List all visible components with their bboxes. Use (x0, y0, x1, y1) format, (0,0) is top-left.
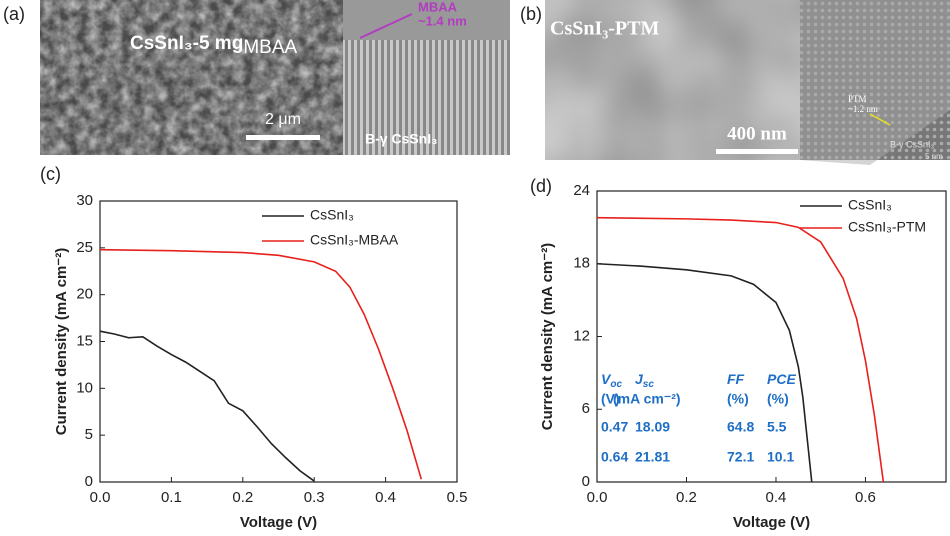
plot-frame (100, 201, 457, 482)
legend-label: CsSnI₃ (848, 197, 892, 213)
table-header: Voc (601, 371, 622, 390)
iv-curve (597, 218, 883, 482)
x-tick-label: 0.3 (304, 489, 325, 506)
table-unit: (%) (727, 391, 749, 407)
table-unit: (mA cm⁻²) (613, 391, 681, 407)
table-cell: 0.47 (601, 419, 628, 435)
header-subscript: oc (610, 379, 622, 390)
y-axis-label: Current density (mA cm⁻²) (539, 243, 556, 430)
legend-label: CsSnI₃-MBAA (310, 232, 399, 248)
x-tick-label: 0.5 (447, 489, 468, 506)
panel-label: (b) (520, 4, 542, 24)
x-axis-label: Voltage (V) (733, 514, 810, 531)
y-tick-label: 30 (76, 192, 93, 209)
iv-curve (100, 250, 421, 479)
inset-label: PTM (848, 94, 867, 104)
x-tick-label: 0.2 (232, 489, 253, 506)
figure: (a) CsSnI₃-5 mgMBAA MBAA ~1.4 nm 2 μm B-… (0, 0, 950, 536)
table-cell: 0.64 (601, 449, 628, 465)
x-tick-label: 0.0 (90, 489, 111, 506)
image-title: CsSnI₃-PTM (550, 18, 659, 40)
table-cell: 10.1 (767, 449, 794, 465)
inset-scale-label: 5 nm (925, 152, 943, 161)
table-cell: 5.5 (767, 419, 787, 435)
sem-texture (40, 0, 343, 155)
y-tick-label: 12 (573, 327, 590, 344)
x-tick-label: 0.6 (855, 489, 876, 506)
iv-curve (100, 331, 314, 481)
header-symbol: FF (727, 371, 745, 387)
table-unit: (%) (767, 391, 789, 407)
y-tick-label: 0 (582, 473, 590, 490)
x-tick-label: 0.4 (375, 489, 396, 506)
y-tick-label: 25 (76, 239, 93, 256)
inset-thickness: ~1.2 nm (848, 104, 878, 114)
table-cell: 72.1 (727, 449, 754, 465)
scale-bar (246, 135, 320, 140)
y-tick-label: 24 (573, 182, 590, 199)
title-text: CsSnI₃-5 mg (130, 33, 243, 54)
inset-phase: B-γ CsSnI₃ (365, 131, 438, 147)
y-axis-label: Current density (mA cm⁻²) (53, 248, 70, 435)
scale-bar-label: 2 μm (265, 111, 301, 128)
scale-bar (716, 149, 798, 154)
x-tick-label: 0.4 (766, 489, 787, 506)
y-tick-label: 6 (582, 400, 590, 417)
table-header: Jsc (635, 371, 654, 390)
y-tick-label: 18 (573, 255, 590, 272)
table-cell: 64.8 (727, 419, 754, 435)
title-suffix: MBAA (243, 37, 297, 58)
table-header: FF (727, 371, 745, 387)
header-symbol: PCE (767, 371, 796, 387)
panel-label: (a) (3, 4, 25, 24)
header-subscript: sc (643, 379, 655, 390)
scale-bar-label: 400 nm (727, 123, 787, 144)
x-tick-label: 0.2 (676, 489, 697, 506)
inset-phase: B-γ CsSnI₃ (890, 139, 935, 149)
legend-label: CsSnI₃-PTM (848, 219, 926, 235)
inset-thickness: ~1.4 nm (418, 13, 467, 28)
y-tick-label: 15 (76, 332, 93, 349)
panel-label: (d) (530, 176, 552, 196)
x-tick-label: 0.0 (587, 489, 608, 506)
table-cell: 18.09 (635, 419, 670, 435)
panel-label: (c) (40, 164, 61, 184)
y-tick-label: 20 (76, 286, 93, 303)
x-tick-label: 0.1 (161, 489, 182, 506)
legend-label: CsSnI₃ (310, 207, 354, 223)
y-tick-label: 10 (76, 379, 93, 396)
table-cell: 21.81 (635, 449, 670, 465)
table-header: PCE (767, 371, 796, 387)
y-tick-label: 0 (85, 473, 93, 490)
inset-label: MBAA (418, 0, 458, 14)
x-axis-label: Voltage (V) (240, 514, 317, 531)
y-tick-label: 5 (85, 426, 93, 443)
